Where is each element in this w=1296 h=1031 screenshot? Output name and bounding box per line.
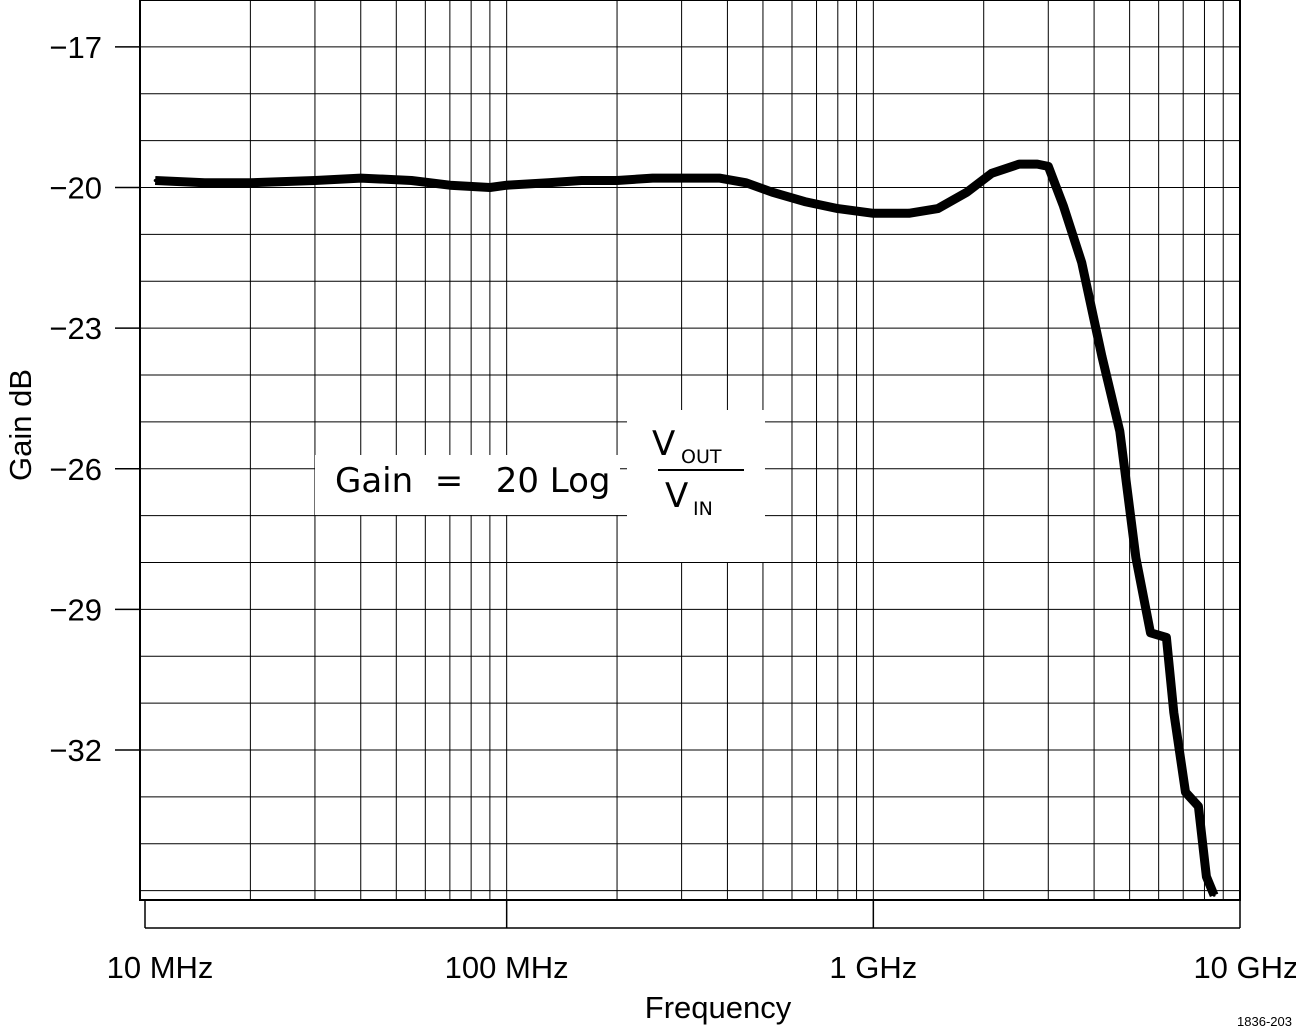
gain-curve-point: [871, 211, 875, 215]
gain-curve-point: [448, 183, 452, 187]
gain-curve-point: [1118, 429, 1122, 433]
gain-curve-point: [1080, 261, 1084, 264]
x-tick-label: 10 MHz: [107, 950, 214, 985]
gain-curve-point: [1100, 354, 1104, 358]
gain-curve-point: [836, 207, 840, 211]
gain-curve-point: [1149, 631, 1152, 635]
gain-curve-point: [580, 179, 583, 182]
gain-curve-point: [936, 207, 940, 211]
y-axis-tick-labels: −17 −20 −23 −26 −29 −32: [49, 30, 140, 768]
gain-curve-point: [990, 171, 993, 175]
gain-curve-point: [1035, 162, 1039, 166]
gain-curve-point: [1062, 204, 1065, 208]
x-axis-title: Frequency: [645, 990, 792, 1025]
gain-curve-point: [203, 181, 207, 185]
gain-curve-point: [1134, 556, 1138, 560]
gain-curve-point: [1204, 875, 1208, 879]
gain-curve-point: [1046, 164, 1050, 168]
y-tick-label: −20: [49, 171, 102, 206]
formula-denominator-subscript: IN: [693, 498, 713, 520]
gain-curve-point: [744, 181, 748, 185]
gain-curve-point: [359, 176, 363, 180]
formula-numerator-subscript: OUT: [681, 446, 722, 468]
y-tick-label: −26: [49, 452, 102, 487]
gain-curve-point: [1164, 636, 1168, 639]
gain-curve-point: [1172, 711, 1176, 714]
gain-curve-point: [651, 176, 655, 180]
gain-curve-point: [546, 181, 550, 185]
gain-curve-point: [153, 179, 157, 182]
x-axis-tick-labels: 10 MHz 100 MHz 1 GHz 10 GHz: [107, 950, 1296, 985]
gain-curve-point: [770, 190, 774, 194]
gain-curve-point: [313, 179, 317, 182]
y-tick-label: −17: [49, 30, 102, 65]
y-tick-label: −32: [49, 733, 102, 768]
x-tick-label: 10 GHz: [1193, 950, 1296, 985]
formula-numerator: V: [652, 424, 675, 464]
x-axis: [144, 900, 1241, 929]
formula-box: [315, 455, 620, 515]
formula-denominator: V: [665, 476, 688, 516]
gain-curve-point: [1196, 804, 1200, 808]
x-tick-label: 1 GHz: [829, 950, 917, 985]
gain-curve-point: [505, 183, 509, 187]
gain-curve-point: [1017, 162, 1021, 166]
gain-curve-point: [248, 181, 252, 185]
gain-curve-point: [488, 186, 492, 189]
figure-id: 1836-203: [1237, 1014, 1292, 1029]
gain-curve-point: [410, 179, 413, 182]
gain-curve-point: [907, 211, 911, 215]
gain-curve-point: [615, 179, 619, 182]
y-tick-label: −23: [49, 311, 102, 346]
y-axis-title: Gain dB: [3, 369, 38, 481]
series-layer: [153, 159, 1219, 898]
plot-frame: [139, 0, 1241, 901]
x-tick-label: 100 MHz: [445, 950, 569, 985]
gain-curve-point: [1184, 790, 1187, 794]
gain-curve-point: [1212, 893, 1216, 897]
y-tick-label: −29: [49, 592, 102, 627]
formula-lhs: Gain = 20 Log: [335, 461, 611, 501]
formula-fraction-box: [627, 410, 765, 562]
gain-curve-point: [717, 176, 721, 180]
gain-curve-point: [803, 200, 807, 204]
gain-curve-point: [965, 190, 969, 194]
gain-curve-point: [680, 176, 684, 180]
